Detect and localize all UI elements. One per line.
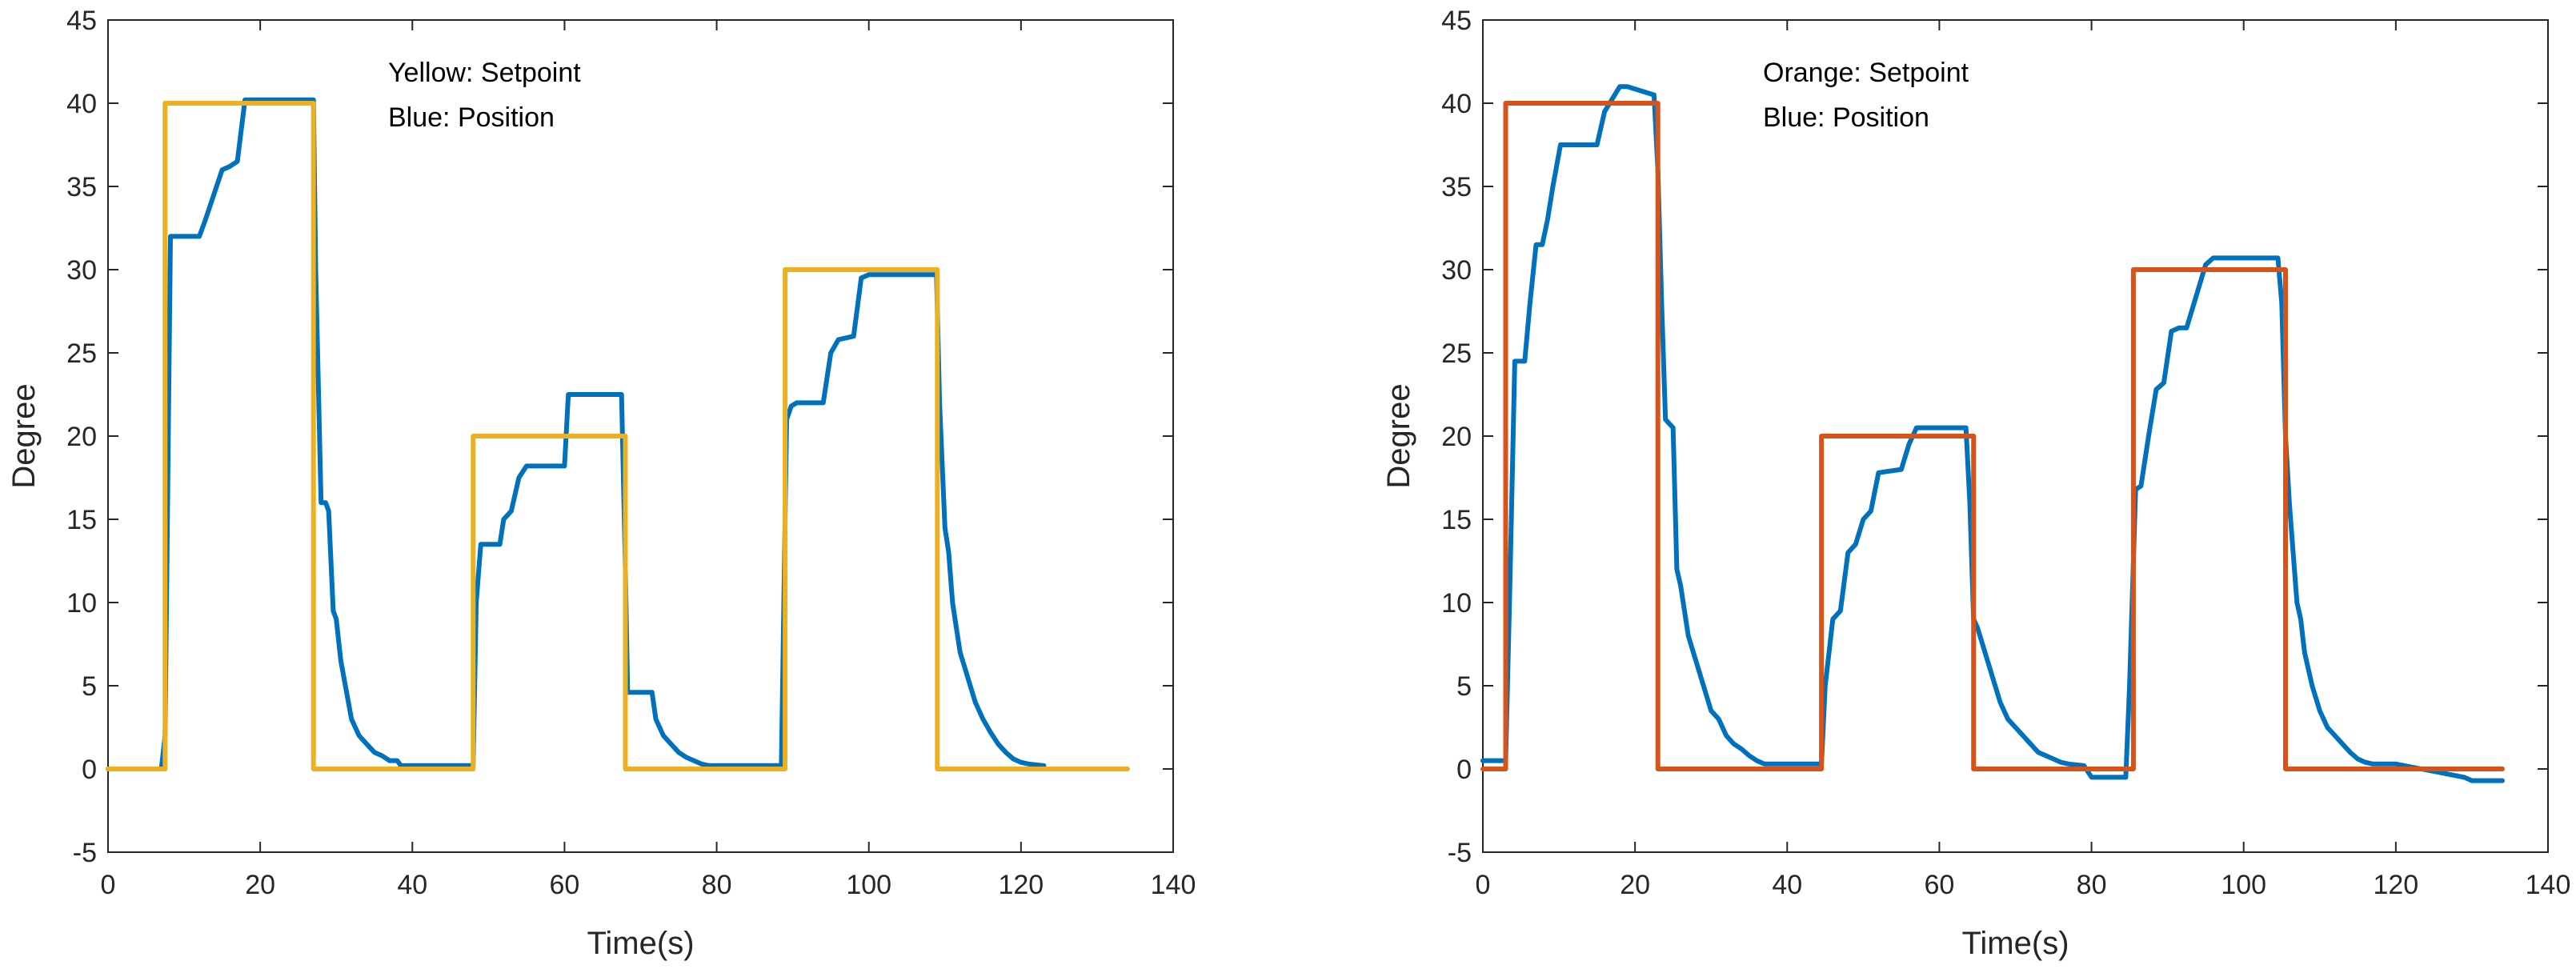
legend-annotation: Blue: Position xyxy=(388,102,555,133)
x-tick-label: 20 xyxy=(1620,870,1650,900)
y-tick-label: 15 xyxy=(66,505,97,535)
chart-1: 0 20 40 60 80 100 120 140-5051015202530354045Ti… xyxy=(6,6,1196,961)
series-position-line xyxy=(106,97,1047,771)
x-tick-label: 40 xyxy=(397,870,427,900)
x-tick-label: 0 xyxy=(1476,870,1491,900)
y-tick-label: 0 xyxy=(1456,755,1472,785)
legend-annotation: Blue: Position xyxy=(1763,102,1929,133)
x-tick-label: 0 xyxy=(101,870,116,900)
x-tick-label: 20 xyxy=(245,870,275,900)
y-tick-label: 5 xyxy=(82,671,97,702)
y-tick-label: -5 xyxy=(73,838,97,868)
x-tick-label: 40 xyxy=(1772,870,1802,900)
y-axis-label: Degree xyxy=(1381,383,1416,488)
legend-annotation: Yellow: Setpoint xyxy=(388,58,581,88)
x-tick-label: 140 xyxy=(2526,870,2571,900)
y-tick-label: 15 xyxy=(1441,505,1472,535)
y-tick-label: 40 xyxy=(66,89,97,119)
x-tick-label: 100 xyxy=(2221,870,2266,900)
x-tick-label: 120 xyxy=(2373,870,2418,900)
y-tick-label: 45 xyxy=(66,6,97,36)
x-tick-label: 100 xyxy=(846,870,891,900)
x-tick-label: 60 xyxy=(1925,870,1955,900)
y-tick-label: 45 xyxy=(1441,6,1472,36)
y-tick-label: 0 xyxy=(82,755,97,785)
x-tick-label: 120 xyxy=(998,870,1044,900)
chart-2: 0 20 40 60 80 100 120 140-5051015202530354045Ti… xyxy=(1381,6,2570,961)
series-setpoint-line xyxy=(1480,101,2505,771)
x-axis-label: Time(s) xyxy=(587,926,694,961)
x-tick-label: 80 xyxy=(2077,870,2107,900)
y-tick-label: 20 xyxy=(66,422,97,452)
y-tick-label: 20 xyxy=(1441,422,1472,452)
y-tick-label: 25 xyxy=(1441,338,1472,369)
y-tick-label: 5 xyxy=(1456,671,1472,702)
y-tick-label: -5 xyxy=(1448,838,1472,868)
plot-area xyxy=(107,19,1174,853)
y-tick-label: 25 xyxy=(66,338,97,369)
legend-annotation: Orange: Setpoint xyxy=(1763,58,1969,88)
x-tick-label: 140 xyxy=(1151,870,1196,900)
y-tick-label: 35 xyxy=(1441,172,1472,202)
y-tick-label: 30 xyxy=(1441,255,1472,286)
y-tick-label: 10 xyxy=(66,588,97,619)
y-tick-label: 40 xyxy=(1441,89,1472,119)
y-tick-label: 35 xyxy=(66,172,97,202)
y-tick-label: 10 xyxy=(1441,588,1472,619)
x-tick-label: 80 xyxy=(702,870,732,900)
y-axis-label: Degree xyxy=(6,383,42,488)
series-setpoint-line xyxy=(106,101,1130,771)
x-axis-label: Time(s) xyxy=(1961,926,2069,961)
x-tick-label: 60 xyxy=(550,870,580,900)
plot-area xyxy=(1482,19,2549,853)
y-tick-label: 30 xyxy=(66,255,97,286)
